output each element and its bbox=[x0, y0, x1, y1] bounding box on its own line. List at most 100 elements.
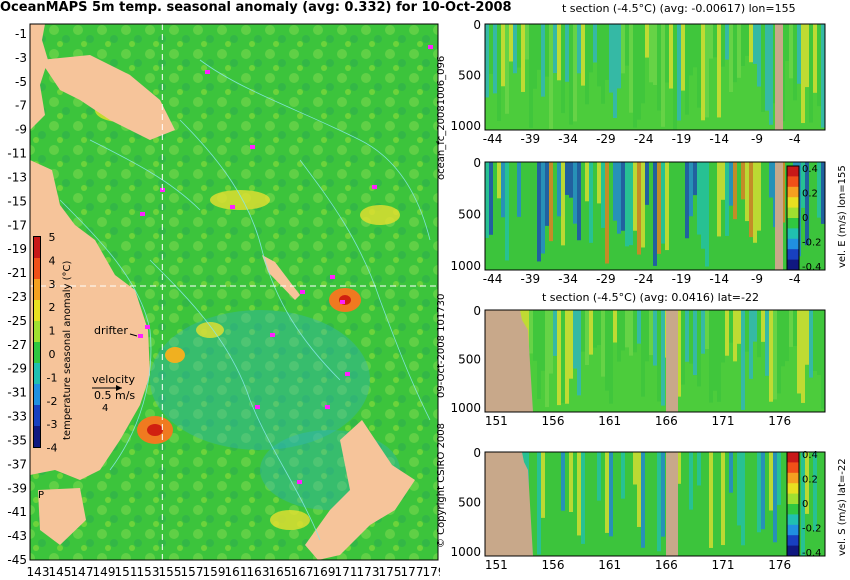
velocity-label: velocity bbox=[92, 373, 135, 386]
colorbar-tick: -0.4 bbox=[802, 262, 822, 273]
map-frame bbox=[29, 23, 439, 561]
map-x-tick: 175 bbox=[379, 565, 402, 579]
new-guinea-land bbox=[40, 55, 175, 140]
panel1-title: t section (-4.5°C) (avg: -0.00617) lon=1… bbox=[562, 2, 796, 15]
colorbar-tick: -0.2 bbox=[802, 524, 822, 535]
panel3-x-ticks: 151 156 161 166 171 176 bbox=[485, 414, 791, 428]
page-title: OceanMAPS 5m temp. seasonal anomaly (avg… bbox=[0, 0, 512, 15]
new-caledonia-land bbox=[262, 255, 300, 300]
map-colorbar-tick: -2 bbox=[47, 395, 58, 408]
section-x-tick: -39 bbox=[521, 272, 541, 286]
map-x-tick: 179 bbox=[423, 565, 440, 579]
map-colorbar-tick: -4 bbox=[47, 442, 58, 455]
panel4-land bbox=[485, 452, 533, 556]
panel1-field bbox=[485, 24, 825, 130]
panel2-field bbox=[485, 162, 825, 270]
panel3-land bbox=[485, 310, 533, 412]
section-x-tick: -29 bbox=[596, 272, 616, 286]
section-y-tick: 1000 bbox=[450, 119, 481, 133]
section-x-tick: 176 bbox=[768, 414, 791, 428]
section-x-tick: -24 bbox=[634, 132, 654, 146]
map-chart: -1-3-5-7-9-11-13-15-17-19-21-23-25-27-29… bbox=[7, 23, 440, 579]
section-y-tick: 500 bbox=[458, 353, 481, 367]
map-colorbar bbox=[33, 236, 41, 448]
map-x-tick: 161 bbox=[225, 565, 248, 579]
bathymetry-contours bbox=[59, 59, 431, 541]
map-y-tick: -21 bbox=[7, 266, 27, 280]
australia-land bbox=[30, 160, 150, 480]
new-zealand-land bbox=[305, 420, 415, 560]
map-y-tick: -39 bbox=[7, 481, 27, 495]
panel2-x-ticks: -44 -39 -34 -29 -24 -19 -14 -9 -4 bbox=[483, 272, 801, 286]
colorbar-tick: 0.4 bbox=[802, 450, 818, 461]
map-y-tick: -15 bbox=[7, 194, 27, 208]
panel4-colorbar-label: vel. S (m/s) lat=-22 bbox=[837, 458, 848, 556]
panel3-title: t section (-4.5°C) (avg: 0.0416) lat=-22 bbox=[542, 291, 759, 304]
section-x-tick: -4 bbox=[789, 132, 801, 146]
map-y-tick: -25 bbox=[7, 314, 27, 328]
colorbar-label: temperature seasonal anomaly (°C) bbox=[62, 261, 73, 440]
map-y-tick: -5 bbox=[15, 75, 27, 89]
map-y-tick: -37 bbox=[7, 457, 27, 471]
section-x-tick: -34 bbox=[558, 272, 578, 286]
panel4-x-ticks: 151 156 161 166 171 176 bbox=[485, 558, 791, 572]
map-x-tick: 153 bbox=[137, 565, 160, 579]
map-y-tick: -3 bbox=[15, 51, 27, 65]
section-x-tick: -24 bbox=[634, 272, 654, 286]
colorbar-tick: -0.2 bbox=[802, 238, 822, 249]
section-y-tick: 0 bbox=[473, 156, 481, 170]
map-x-tick: 147 bbox=[71, 565, 94, 579]
map-y-tick: -35 bbox=[7, 433, 27, 447]
map-x-tick: 149 bbox=[93, 565, 116, 579]
section-y-tick: 500 bbox=[458, 207, 481, 221]
map-y-tick: -11 bbox=[7, 147, 27, 161]
section-x-tick: -9 bbox=[751, 132, 763, 146]
section-y-tick: 500 bbox=[458, 68, 481, 82]
map-y-tick: -45 bbox=[7, 553, 27, 567]
section-x-tick: 161 bbox=[598, 558, 621, 572]
section-x-tick: -34 bbox=[558, 132, 578, 146]
section-x-tick: -29 bbox=[596, 132, 616, 146]
section-y-tick: 1000 bbox=[450, 401, 481, 415]
map-y-tick: -31 bbox=[7, 386, 27, 400]
map-x-tick: 165 bbox=[269, 565, 292, 579]
map-y-tick: -29 bbox=[7, 362, 27, 376]
map-y-tick: -43 bbox=[7, 529, 27, 543]
panel4-field bbox=[485, 452, 825, 556]
map-y-tick: -41 bbox=[7, 505, 27, 519]
section-x-tick: 151 bbox=[485, 414, 508, 428]
panel3-y-ticks: 0 500 1000 bbox=[450, 304, 481, 415]
section-x-tick: 171 bbox=[712, 558, 735, 572]
map-x-tick: 177 bbox=[401, 565, 424, 579]
map-x-tick: 159 bbox=[203, 565, 226, 579]
map-x-tick: 145 bbox=[49, 565, 72, 579]
map-x-tick: 155 bbox=[159, 565, 182, 579]
map-colorbar-tick: -3 bbox=[47, 418, 58, 431]
panel3-field bbox=[485, 310, 825, 412]
panel4-y-ticks: 0 500 1000 bbox=[450, 446, 481, 559]
velocity-value: 0.5 m/s bbox=[94, 389, 135, 402]
section-y-tick: 0 bbox=[473, 304, 481, 318]
section-x-tick: -14 bbox=[709, 272, 729, 286]
map-cool-region bbox=[150, 310, 370, 450]
map-x-tick: 167 bbox=[291, 565, 314, 579]
map-colorbar-tick: 4 bbox=[49, 254, 56, 267]
panel2-y-ticks: 0 500 1000 bbox=[450, 156, 481, 273]
map-colorbar-tick: 2 bbox=[49, 301, 56, 314]
panel1-frame bbox=[484, 23, 826, 131]
section-x-tick: 176 bbox=[768, 558, 791, 572]
map-x-tick: 157 bbox=[181, 565, 204, 579]
panel1-land bbox=[775, 24, 783, 130]
colorbar-tick: 0.2 bbox=[802, 189, 818, 200]
panel4-colorbar: 0.4 0.2 0 -0.2 -0.4 bbox=[786, 450, 822, 559]
section-x-tick: -4 bbox=[789, 272, 801, 286]
section-y-tick: 0 bbox=[473, 446, 481, 460]
section-x-tick: 156 bbox=[542, 414, 565, 428]
section-x-tick: 156 bbox=[542, 558, 565, 572]
map-y-tick: -13 bbox=[7, 170, 27, 184]
map-x-tick: 169 bbox=[313, 565, 336, 579]
map-y-ticks: -1 -3 -5 -7 -9 -11 -13 -15 -17 -19 -21 -23 -25 -27 -29… bbox=[7, 27, 27, 567]
map-y-tick: -23 bbox=[7, 290, 27, 304]
section-charts: t section (-4.5°C) (avg: -0.00617) lon=1… bbox=[450, 2, 848, 572]
drifter-label: drifter bbox=[94, 324, 128, 337]
